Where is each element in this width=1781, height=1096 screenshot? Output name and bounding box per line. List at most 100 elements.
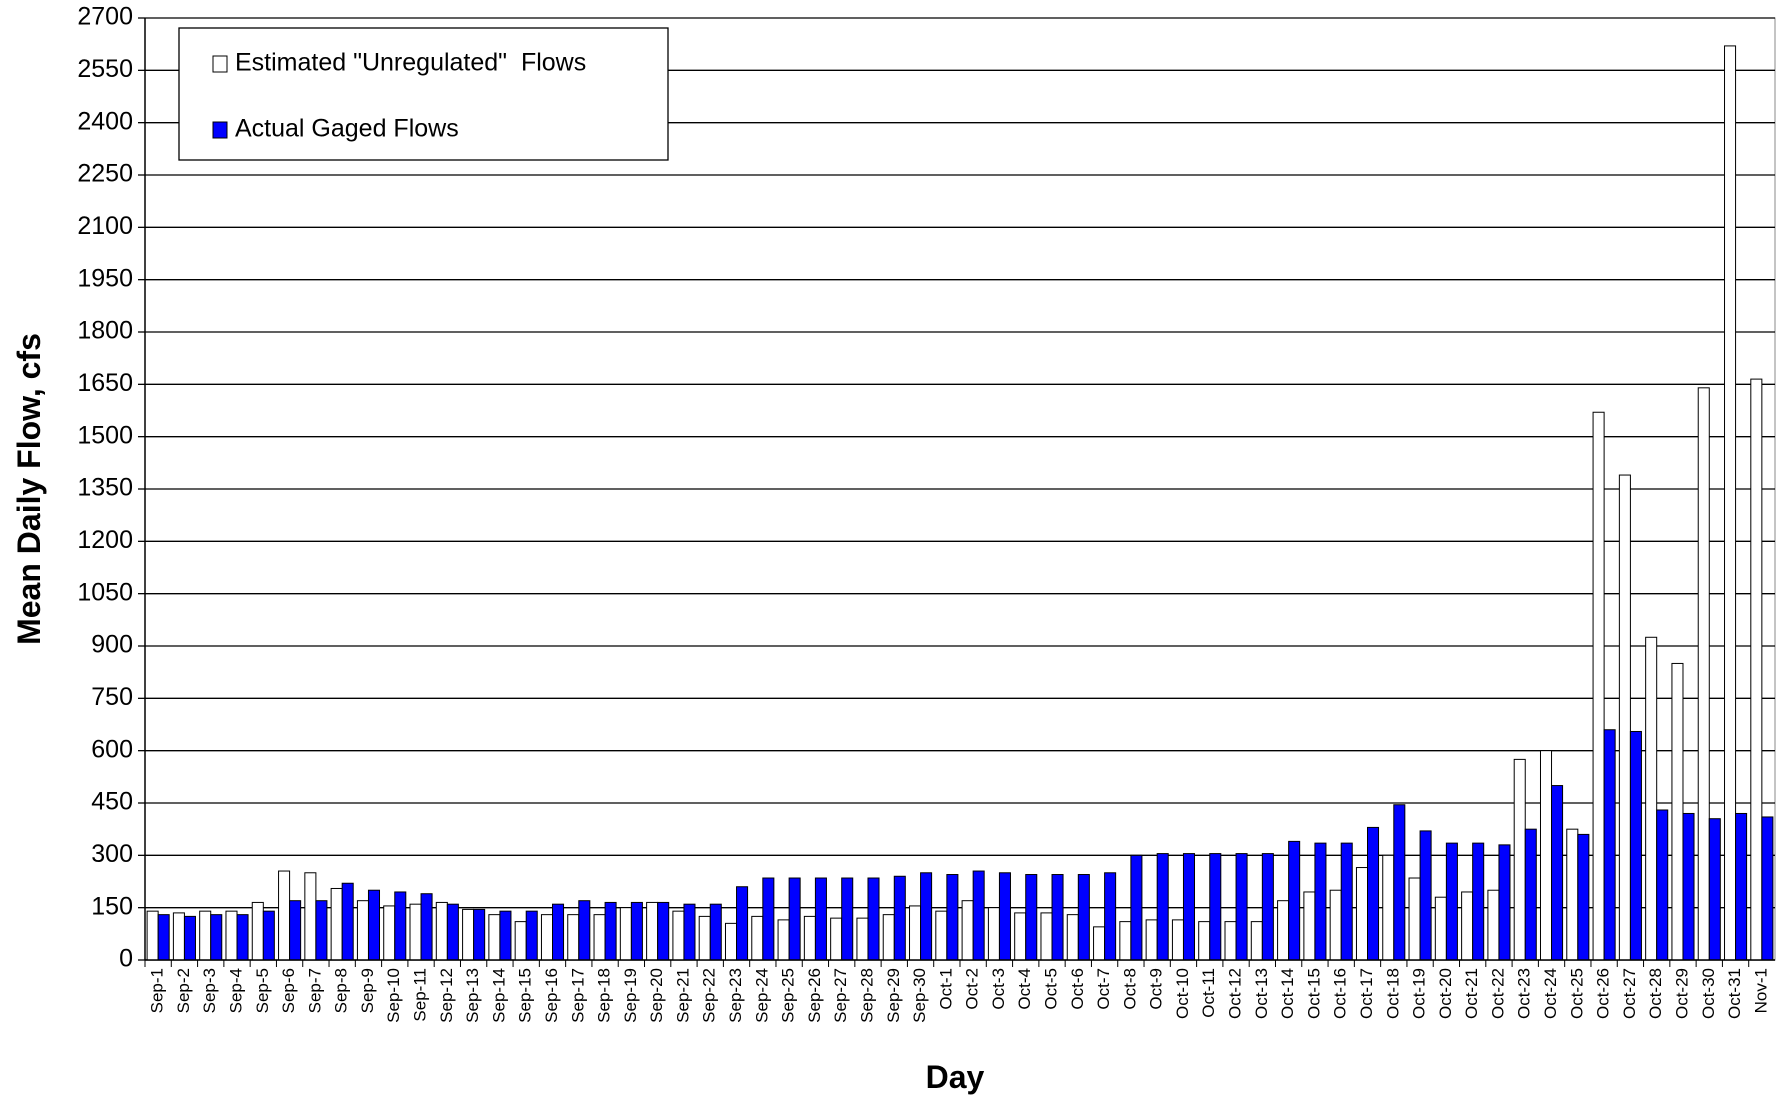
bar — [1682, 812, 1695, 961]
x-tick-label: Sep-7 — [305, 968, 324, 1013]
x-tick-label: Sep-18 — [595, 968, 614, 1023]
x-tick-label: Sep-25 — [779, 968, 798, 1023]
bar — [946, 874, 959, 961]
bar — [1329, 889, 1342, 961]
y-tick-label: 600 — [91, 735, 133, 763]
bar — [856, 917, 869, 961]
y-tick-label: 2550 — [77, 55, 133, 83]
bar — [1539, 750, 1553, 961]
x-tick-label: Sep-1 — [148, 968, 167, 1013]
x-tick-label: Sep-8 — [332, 968, 351, 1013]
bar — [1629, 730, 1642, 961]
bar — [1340, 842, 1353, 961]
y-tick-label: 1650 — [77, 369, 133, 397]
bar — [593, 914, 606, 961]
bar — [157, 914, 170, 961]
x-tick-label: Sep-3 — [200, 968, 219, 1013]
bar — [409, 903, 422, 961]
bar — [1145, 919, 1158, 961]
bar — [909, 905, 922, 961]
x-tick-label: Oct-19 — [1410, 968, 1429, 1019]
x-tick-label: Oct-8 — [1120, 968, 1139, 1010]
bar — [1487, 889, 1500, 961]
x-tick-label: Sep-9 — [358, 968, 377, 1013]
bar — [1104, 872, 1117, 961]
x-tick-label: Oct-9 — [1147, 968, 1166, 1010]
x-tick-label: Sep-23 — [726, 968, 745, 1023]
bar — [1288, 840, 1301, 961]
y-tick-label: 0 — [119, 945, 133, 973]
bar — [1419, 830, 1432, 961]
bar — [225, 910, 238, 961]
x-tick-label: Oct-27 — [1620, 968, 1639, 1019]
x-tick-label: Oct-18 — [1383, 968, 1402, 1019]
bar — [383, 905, 396, 961]
bar — [830, 917, 843, 961]
x-tick-label: Oct-4 — [1015, 968, 1034, 1010]
x-tick-label: Oct-2 — [963, 968, 982, 1010]
bar — [814, 877, 827, 961]
bar — [488, 914, 501, 961]
legend-swatch — [212, 55, 228, 73]
x-tick-label: Oct-30 — [1699, 968, 1718, 1019]
bar — [736, 886, 749, 961]
bar — [183, 915, 196, 961]
y-axis-title: Mean Daily Flow, cfs — [11, 333, 47, 645]
x-tick-label: Oct-24 — [1541, 968, 1560, 1019]
bar — [788, 877, 801, 961]
bar — [356, 900, 369, 961]
x-tick-label: Oct-16 — [1331, 968, 1350, 1019]
bar — [998, 872, 1011, 961]
bar — [1224, 921, 1237, 961]
bar — [1408, 877, 1421, 961]
x-tick-label: Oct-20 — [1436, 968, 1455, 1019]
x-tick-label: Oct-15 — [1304, 968, 1323, 1019]
x-tick-label: Sep-24 — [752, 968, 771, 1023]
x-tick-label: Nov-1 — [1751, 968, 1770, 1013]
y-tick-label: 1200 — [77, 526, 133, 554]
y-tick-label: 1350 — [77, 474, 133, 502]
bar — [1261, 853, 1274, 961]
bar — [304, 872, 317, 961]
bar — [657, 901, 670, 961]
bar — [803, 915, 816, 961]
x-tick-label: Oct-6 — [1068, 968, 1087, 1010]
legend-label: Actual Gaged Flows — [235, 115, 459, 143]
bar — [751, 915, 764, 961]
y-tick-label: 1950 — [77, 264, 133, 292]
bar — [1171, 919, 1184, 961]
bar — [935, 910, 948, 961]
bar — [172, 912, 185, 961]
bar — [1445, 842, 1458, 961]
bar — [1671, 662, 1684, 961]
bar — [499, 910, 512, 961]
bar — [1209, 853, 1222, 961]
bar — [724, 922, 738, 961]
y-tick-label: 2700 — [77, 3, 133, 31]
x-tick-label: Oct-10 — [1173, 968, 1192, 1019]
x-tick-label: Oct-28 — [1646, 968, 1665, 1019]
x-tick-label: Sep-13 — [463, 968, 482, 1023]
bar — [1577, 833, 1590, 961]
bar — [1524, 828, 1537, 961]
bar — [462, 908, 475, 961]
bar — [1551, 785, 1564, 961]
x-tick-label: Sep-15 — [516, 968, 535, 1023]
bar — [1051, 874, 1064, 961]
bar — [341, 882, 354, 961]
bar — [1156, 853, 1169, 961]
bar — [1355, 867, 1368, 961]
bar — [1235, 853, 1248, 961]
bar — [1513, 758, 1526, 961]
bar — [1724, 45, 1737, 961]
x-tick-label: Sep-20 — [647, 968, 666, 1023]
x-tick-label: Sep-11 — [411, 968, 430, 1022]
bar — [1656, 809, 1669, 961]
bar — [236, 914, 249, 961]
bar — [672, 910, 685, 961]
bar — [199, 910, 212, 961]
bar — [1198, 921, 1211, 961]
bar — [1277, 900, 1290, 961]
